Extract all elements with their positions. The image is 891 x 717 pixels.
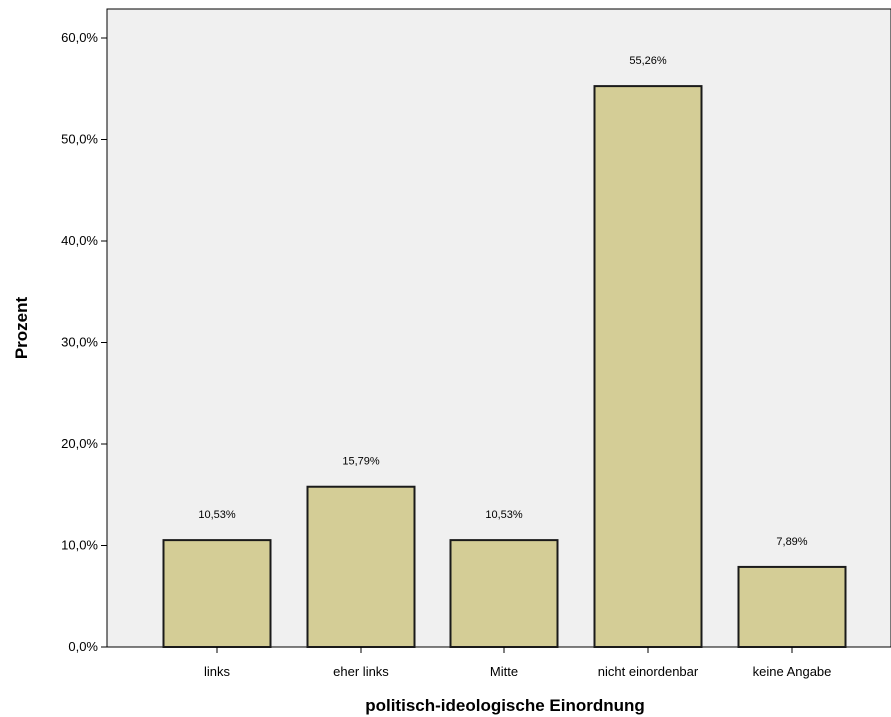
bar — [593, 85, 703, 648]
x-tick-label: nicht einordenbar — [598, 664, 699, 679]
x-tick-label: Mitte — [490, 664, 518, 679]
x-tick-label: links — [204, 664, 231, 679]
bar-value-label: 7,89% — [776, 536, 807, 548]
y-tick-label: 30,0% — [61, 335, 98, 350]
y-tick-label: 50,0% — [61, 132, 98, 147]
bar-value-label: 55,26% — [629, 55, 667, 67]
bar-value-label: 10,53% — [198, 509, 236, 521]
y-tick-label: 0,0% — [68, 639, 98, 654]
x-axis-title: politisch-ideologische Einordnung — [365, 696, 645, 715]
x-tick-label: eher links — [333, 664, 389, 679]
y-tick-label: 40,0% — [61, 233, 98, 248]
y-axis-title: Prozent — [12, 296, 31, 359]
bar — [162, 539, 272, 648]
bar-value-label: 10,53% — [485, 509, 523, 521]
bar — [449, 539, 559, 648]
y-axis-ticks: 0,0% 10,0% 20,0% 30,0% 40,0% 50,0% 60,0% — [61, 30, 107, 654]
y-tick-label: 10,0% — [61, 538, 98, 553]
value-labels: 10,53% 15,79% 10,53% 55,26% 7,89% — [198, 55, 807, 548]
bars — [162, 85, 847, 648]
x-axis-ticks: links eher links Mitte nicht einordenbar kei… — [204, 647, 831, 679]
bar-value-label: 15,79% — [342, 456, 380, 468]
bar — [306, 485, 416, 648]
x-tick-label: keine Angabe — [753, 664, 832, 679]
y-tick-label: 20,0% — [61, 436, 98, 451]
bar — [737, 565, 847, 648]
y-tick-label: 60,0% — [61, 30, 98, 45]
